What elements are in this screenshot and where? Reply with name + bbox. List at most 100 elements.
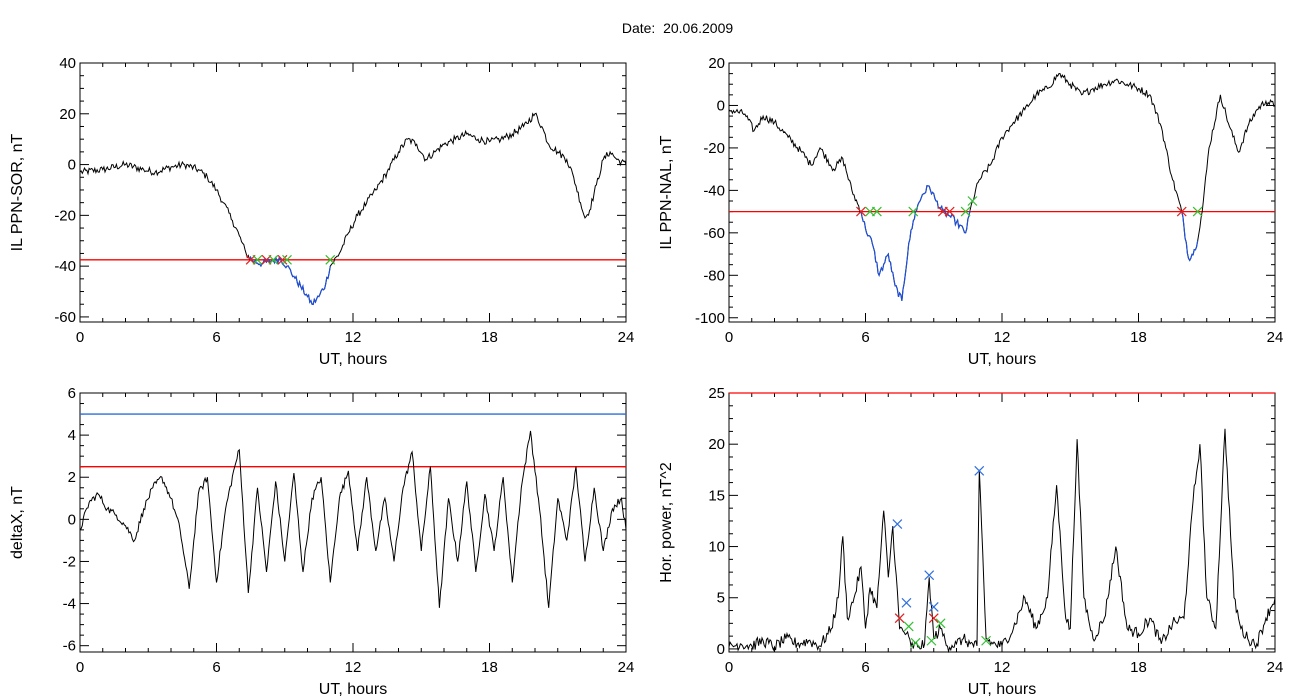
panel-il-ppn-sor: 0 6 12 18 24 -60 -40 -20 0 20 40 UT, hours IL PPN-SO… <box>9 55 634 368</box>
y-tick-label: 20 <box>708 55 725 72</box>
marker-green <box>903 621 914 632</box>
x-tick-label: 18 <box>1130 659 1147 676</box>
marker-stroke <box>935 618 946 629</box>
x-tick-label: 12 <box>345 659 362 676</box>
x-axis-label: UT, hours <box>319 351 387 368</box>
x-axis-label: UT, hours <box>968 681 1036 698</box>
marker-green <box>960 206 971 217</box>
marker-stroke <box>252 254 263 265</box>
y-tick-label: -20 <box>54 207 76 224</box>
marker-stroke <box>928 602 939 612</box>
x-tick-label: 6 <box>212 329 220 346</box>
x-axis-label: UT, hours <box>968 351 1036 368</box>
marker-green <box>967 196 978 206</box>
marker-green <box>252 254 263 265</box>
marker-blue <box>974 465 985 476</box>
y-tick-label: -80 <box>703 267 725 284</box>
marker-red <box>1176 206 1187 217</box>
y-tick-label: 15 <box>708 487 725 504</box>
marker-green <box>981 635 991 646</box>
x-tick-label: 18 <box>1130 329 1147 346</box>
marker-green <box>926 635 937 646</box>
marker-stroke <box>924 570 935 581</box>
y-tick-label: 0 <box>68 157 76 174</box>
x-tick-label: 18 <box>481 329 498 346</box>
x-tick-label: 24 <box>618 329 635 346</box>
y-tick-label: -40 <box>703 182 725 199</box>
marker-blue <box>924 570 935 581</box>
marker-green <box>910 637 921 648</box>
marker-green <box>325 254 336 265</box>
y-tick-label: 4 <box>68 427 76 444</box>
x-tick-label: 12 <box>994 329 1011 346</box>
x-tick-label: 0 <box>725 659 733 676</box>
marker-stroke <box>967 196 978 206</box>
marker-stroke <box>974 465 985 476</box>
series-line <box>728 72 1276 301</box>
marker-stroke <box>268 254 279 265</box>
panel-hor-power: 0 6 12 18 24 0 5 10 15 20 25 UT, hours Hor. power, n… <box>658 385 1283 698</box>
plot-frame <box>79 62 627 323</box>
marker-stroke <box>1176 206 1187 217</box>
y-tick-label: 2 <box>68 469 76 486</box>
marker-stroke <box>892 519 903 529</box>
y-tick-label: -6 <box>63 638 76 655</box>
marker-stroke <box>325 254 336 265</box>
marker-stroke <box>1192 206 1203 217</box>
panel-il-ppn-nal: 0 6 12 18 24 -100 -80 -60 -40 -20 0 20 UT, hours IL P… <box>658 55 1283 368</box>
marker-red <box>944 206 955 217</box>
marker-stroke <box>910 637 921 648</box>
y-tick-label: 6 <box>68 385 76 402</box>
series-line <box>79 430 627 608</box>
marker-stroke <box>894 613 905 624</box>
x-tick-label: 24 <box>1267 329 1284 346</box>
x-tick-label: 6 <box>212 659 220 676</box>
x-tick-label: 0 <box>76 329 84 346</box>
x-tick-label: 12 <box>994 659 1011 676</box>
marker-green <box>1192 206 1203 217</box>
marker-stroke <box>908 206 919 217</box>
y-tick-label: 20 <box>59 106 76 123</box>
y-axis-label: Hor. power, nT^2 <box>658 462 675 583</box>
y-tick-label: 0 <box>68 511 76 528</box>
y-tick-label: 40 <box>59 55 76 72</box>
x-tick-label: 6 <box>861 329 869 346</box>
marker-stroke <box>856 206 866 217</box>
marker-green <box>908 206 919 217</box>
y-tick-label: 10 <box>708 539 725 556</box>
marker-blue <box>892 519 903 529</box>
y-tick-label: 5 <box>717 590 725 607</box>
marker-stroke <box>903 621 914 632</box>
series-highlight <box>860 185 1199 301</box>
marker-green <box>935 618 946 629</box>
marker-stroke <box>926 635 937 646</box>
y-tick-label: -2 <box>63 553 76 570</box>
marker-blue <box>901 597 912 608</box>
marker-red <box>928 613 939 624</box>
marker-stroke <box>944 206 955 217</box>
y-tick-label: 25 <box>708 385 725 402</box>
series-line <box>728 428 1276 654</box>
y-tick-label: -60 <box>54 309 76 326</box>
y-axis-label: IL PPN-SOR, nT <box>9 133 26 251</box>
x-tick-label: 12 <box>345 329 362 346</box>
y-tick-label: 0 <box>717 97 725 114</box>
y-tick-label: -4 <box>63 596 76 613</box>
x-tick-label: 24 <box>1267 659 1284 676</box>
marker-red <box>894 613 905 624</box>
y-tick-label: 20 <box>708 436 725 453</box>
y-tick-label: -40 <box>54 258 76 275</box>
y-tick-label: -20 <box>703 140 725 157</box>
x-tick-label: 24 <box>618 659 635 676</box>
marker-stroke <box>871 206 882 217</box>
x-tick-label: 6 <box>861 659 869 676</box>
y-tick-label: -60 <box>703 225 725 242</box>
x-tick-label: 0 <box>725 329 733 346</box>
marker-stroke <box>960 206 971 217</box>
marker-stroke <box>277 254 288 265</box>
marker-green <box>871 206 882 217</box>
y-tick-label: 0 <box>717 641 725 658</box>
x-axis-label: UT, hours <box>319 681 387 698</box>
